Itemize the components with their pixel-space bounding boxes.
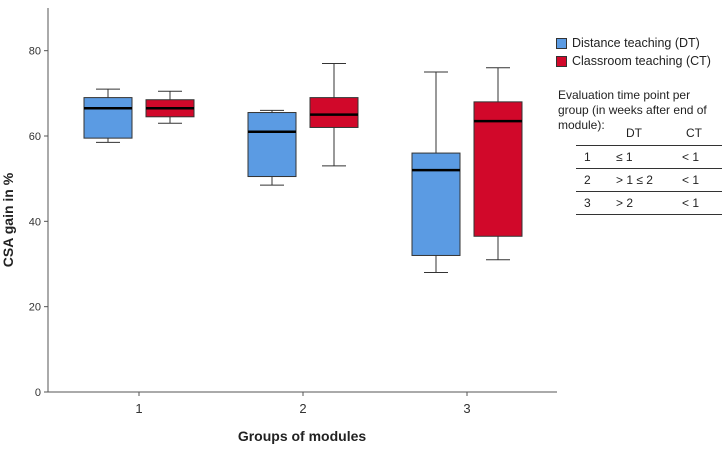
box-group bbox=[83, 88, 133, 143]
evaluation-cell-ct: < 1 bbox=[682, 173, 700, 187]
box-group bbox=[247, 109, 297, 186]
evaluation-cell-group: 2 bbox=[584, 173, 591, 187]
evaluation-title: Evaluation time point per group (in week… bbox=[558, 88, 707, 132]
box-group bbox=[411, 71, 461, 274]
evaluation-row: 1 ≤ 1 < 1 bbox=[576, 145, 722, 169]
box-group bbox=[145, 90, 195, 124]
evaluation-row: 2 > 1 ≤ 2 < 1 bbox=[576, 168, 722, 192]
evaluation-cell-dt: > 1 ≤ 2 bbox=[616, 173, 653, 187]
axes: 0 20 40 60 80 1 2 3 bbox=[29, 8, 557, 416]
box-group bbox=[473, 67, 523, 261]
evaluation-header-row: DT CT bbox=[576, 120, 722, 146]
evaluation-cell-dt: > 2 bbox=[616, 196, 634, 210]
evaluation-cell-ct: < 1 bbox=[682, 150, 700, 164]
box bbox=[247, 112, 297, 178]
legend-swatch-dt bbox=[556, 37, 567, 49]
x-tick-label: 2 bbox=[299, 401, 306, 416]
evaluation-cell-dt: ≤ 1 bbox=[616, 150, 633, 164]
box-group bbox=[309, 62, 359, 167]
box bbox=[83, 97, 133, 139]
evaluation-row: 3 > 2 < 1 bbox=[576, 191, 722, 215]
y-tick-label: 0 bbox=[35, 387, 41, 399]
box bbox=[411, 152, 461, 256]
y-tick-label: 60 bbox=[29, 131, 41, 143]
legend-item-ct: Classroom teaching (CT) bbox=[556, 52, 711, 70]
y-tick-label: 40 bbox=[29, 216, 41, 228]
y-tick-label: 20 bbox=[29, 302, 41, 314]
y-axis-label: CSA gain in % bbox=[0, 172, 16, 267]
evaluation-header-group bbox=[576, 120, 616, 146]
box bbox=[473, 101, 523, 237]
legend-swatch-ct bbox=[556, 55, 567, 67]
box bbox=[309, 97, 359, 128]
x-tick-label: 3 bbox=[463, 401, 470, 416]
evaluation-table: DT CT 1 ≤ 1 < 1 2 > 1 ≤ 2 < 1 3 > 2 < 1 bbox=[576, 120, 722, 215]
evaluation-header-dt: DT bbox=[626, 125, 642, 140]
legend-label-dt: Distance teaching (DT) bbox=[572, 36, 700, 50]
y-tick-label: 80 bbox=[29, 46, 41, 58]
legend-label-ct: Classroom teaching (CT) bbox=[572, 54, 711, 68]
boxplot-series bbox=[83, 62, 523, 274]
evaluation-cell-ct: < 1 bbox=[682, 196, 700, 210]
evaluation-cell-group: 3 bbox=[584, 196, 591, 210]
x-tick-label: 1 bbox=[135, 401, 142, 416]
legend-item-dt: Distance teaching (DT) bbox=[556, 34, 711, 52]
evaluation-cell-group: 1 bbox=[584, 150, 591, 164]
x-axis-label: Groups of modules bbox=[238, 428, 367, 444]
legend: Distance teaching (DT) Classroom teachin… bbox=[556, 34, 711, 70]
evaluation-header-ct: CT bbox=[686, 125, 702, 140]
